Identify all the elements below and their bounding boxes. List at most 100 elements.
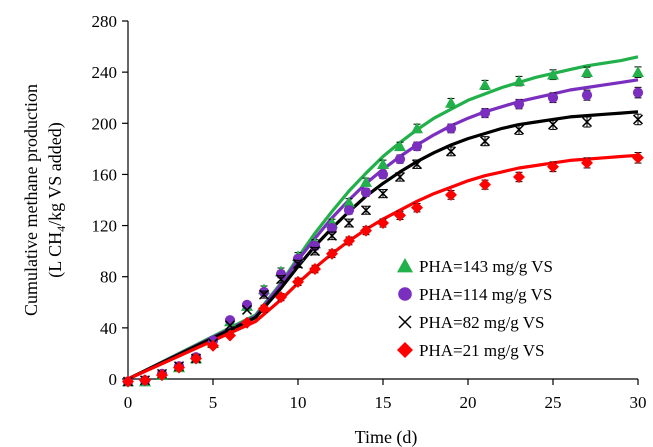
data-point bbox=[122, 375, 134, 388]
data-point bbox=[377, 188, 389, 199]
data-point bbox=[343, 217, 355, 229]
data-point bbox=[394, 171, 406, 183]
data-point bbox=[581, 66, 593, 77]
y-tick-label: 160 bbox=[92, 165, 118, 184]
y-tick-label: 40 bbox=[100, 319, 117, 338]
y-tick-label: 0 bbox=[109, 370, 118, 389]
y-axis-title-line1: Cumulative methane production bbox=[21, 84, 41, 316]
data-point bbox=[224, 320, 236, 331]
legend-item: PHA=21 mg/g VS bbox=[397, 341, 544, 360]
x-marker-stroke bbox=[479, 136, 491, 147]
legend-marker bbox=[398, 315, 412, 329]
x-marker-stroke bbox=[445, 146, 457, 157]
data-point bbox=[326, 230, 338, 241]
y-axis-title-subscript: 4 bbox=[54, 226, 68, 232]
data-point bbox=[513, 99, 525, 110]
data-point bbox=[445, 188, 457, 201]
data-point bbox=[139, 374, 151, 387]
data-point bbox=[632, 87, 644, 98]
data-point bbox=[513, 170, 525, 183]
data-point bbox=[275, 274, 287, 285]
x-tick-label: 15 bbox=[375, 393, 392, 412]
legend-marker bbox=[397, 258, 413, 273]
x-tick-label: 5 bbox=[209, 393, 218, 412]
y-tick-label: 80 bbox=[100, 268, 117, 287]
data-point bbox=[445, 123, 457, 134]
x-marker-stroke bbox=[292, 258, 304, 269]
x-marker-stroke bbox=[343, 217, 355, 229]
fit-curve bbox=[127, 78, 639, 381]
data-point bbox=[309, 246, 321, 257]
data-point bbox=[173, 361, 185, 374]
legend-label: PHA=21 mg/g VS bbox=[419, 341, 544, 360]
y-axis-ticks: 0 40 80 120 160 200 240 280 bbox=[92, 12, 128, 389]
data-point bbox=[547, 68, 559, 80]
data-point bbox=[581, 156, 593, 169]
data-point bbox=[411, 201, 423, 214]
data-point bbox=[547, 119, 559, 130]
y-tick-label: 240 bbox=[92, 63, 118, 82]
x-tick-label: 20 bbox=[460, 393, 477, 412]
y-tick-label: 280 bbox=[92, 12, 118, 31]
data-point bbox=[360, 224, 372, 237]
x-marker-stroke bbox=[394, 171, 406, 183]
data-point bbox=[360, 205, 372, 216]
legend-label: PHA=143 mg/g VS bbox=[419, 257, 553, 276]
data-point bbox=[309, 263, 321, 276]
legend-item: PHA=143 mg/g VS bbox=[397, 257, 553, 276]
data-point bbox=[632, 114, 644, 125]
data-point bbox=[394, 140, 406, 152]
x-marker-stroke bbox=[411, 159, 423, 170]
legend-label: PHA=114 mg/g VS bbox=[419, 285, 552, 304]
y-tick-label: 200 bbox=[92, 114, 118, 133]
data-point bbox=[258, 302, 270, 315]
x-marker-stroke bbox=[513, 124, 525, 135]
x-marker-stroke bbox=[224, 320, 236, 331]
data-point bbox=[632, 151, 644, 164]
data-point bbox=[241, 304, 253, 315]
data-point bbox=[377, 158, 389, 169]
data-point bbox=[411, 141, 423, 152]
data-point bbox=[156, 369, 168, 382]
x-tick-label: 30 bbox=[630, 393, 647, 412]
data-point bbox=[394, 209, 406, 222]
data-point bbox=[479, 178, 491, 191]
data-point bbox=[377, 217, 389, 230]
data-point bbox=[326, 247, 338, 260]
x-marker-stroke bbox=[632, 114, 644, 125]
x-marker-stroke bbox=[275, 274, 287, 285]
x-tick-label: 10 bbox=[290, 393, 307, 412]
x-marker-stroke bbox=[326, 230, 338, 241]
y-tick-label: 120 bbox=[92, 217, 118, 236]
legend-marker bbox=[398, 287, 412, 301]
y-axis-title-prefix: (L CH bbox=[45, 232, 66, 278]
x-marker-stroke bbox=[360, 205, 372, 216]
legend-item: PHA=114 mg/g VS bbox=[398, 285, 552, 304]
legend-marker bbox=[397, 342, 413, 358]
x-marker-stroke bbox=[377, 188, 389, 199]
data-point bbox=[343, 234, 355, 247]
data-point bbox=[326, 223, 338, 234]
fit-curve bbox=[127, 153, 639, 381]
data-point bbox=[258, 289, 270, 300]
data-point bbox=[411, 122, 423, 134]
x-axis-ticks: 0 5 10 15 20 25 30 bbox=[124, 379, 647, 412]
data-point bbox=[547, 92, 559, 103]
y-axis-title-line2: (L CH4/kg VS added) bbox=[45, 122, 68, 278]
data-point bbox=[394, 153, 406, 165]
data-point bbox=[275, 291, 287, 304]
data-point bbox=[513, 75, 525, 86]
data-point bbox=[581, 90, 593, 101]
x-tick-label: 25 bbox=[545, 393, 562, 412]
x-marker-stroke bbox=[309, 246, 321, 257]
data-point bbox=[292, 258, 304, 269]
data-point bbox=[445, 146, 457, 157]
data-point bbox=[581, 116, 593, 128]
x-axis-title: Time (d) bbox=[355, 427, 418, 447]
fit-curve bbox=[127, 55, 639, 381]
data-point bbox=[445, 96, 457, 108]
data-point bbox=[241, 299, 253, 310]
x-tick-label: 0 bbox=[124, 393, 133, 412]
data-point bbox=[377, 169, 389, 180]
